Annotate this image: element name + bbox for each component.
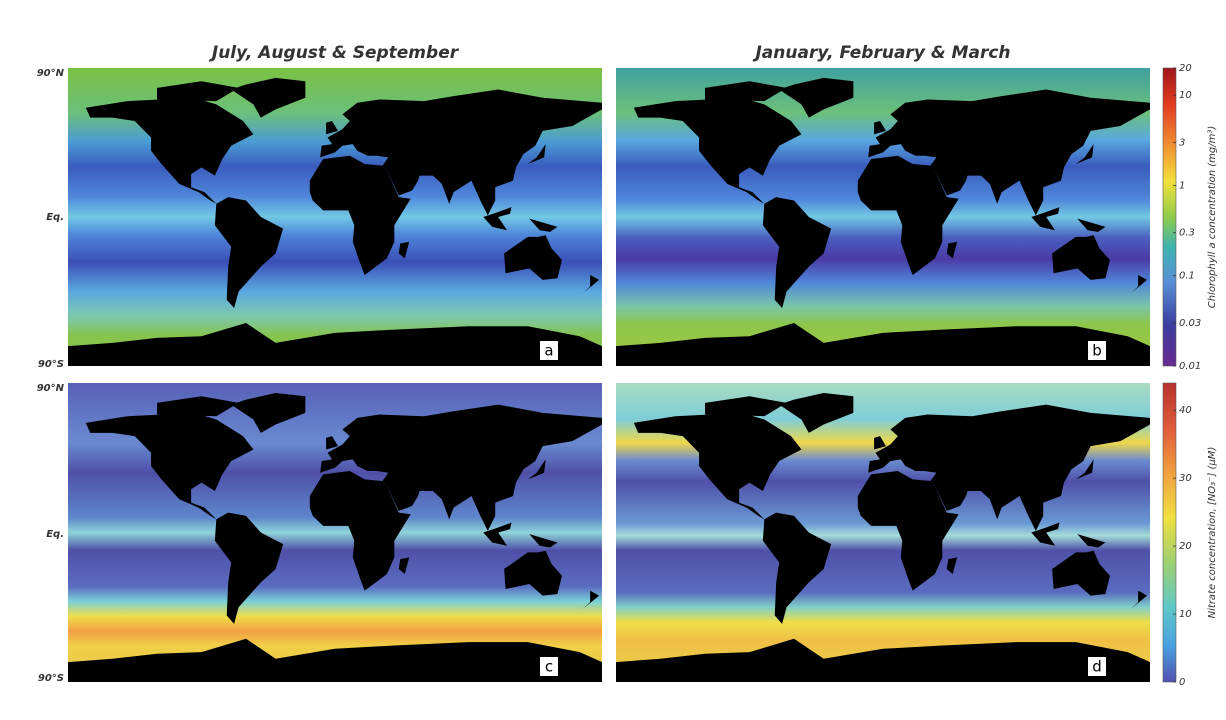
colorbar-tick-label: 30 <box>1179 473 1192 484</box>
map <box>68 383 602 682</box>
colorbar-tick-label: 0.03 <box>1179 318 1201 329</box>
colorbar-label: Chlorophyll a concentration (mg/m³) <box>1207 126 1218 309</box>
colorbar-tick-label: 10 <box>1179 90 1192 101</box>
column-title: January, February & March <box>752 43 1010 63</box>
colorbar <box>1162 382 1177 683</box>
colorbar-tick-label: 1 <box>1179 180 1185 191</box>
panel-letter: d <box>1092 658 1102 676</box>
map <box>616 68 1150 366</box>
panel-letter-box <box>540 657 558 676</box>
latitude-label: Eq. <box>46 529 64 540</box>
colorbar-label: Nitrate concentration, [NO₃⁻] (μM) <box>1207 447 1218 619</box>
map <box>616 383 1150 682</box>
colorbar-tick-label: 20 <box>1179 63 1192 74</box>
colorbar-tick-label: 20 <box>1179 541 1192 552</box>
panel-letter-box <box>540 341 558 360</box>
latitude-label: 90°N <box>37 383 65 394</box>
panel-letter: c <box>545 658 553 676</box>
colorbar-tick-label: 0 <box>1179 677 1185 688</box>
column-title: July, August & September <box>209 43 460 63</box>
colorbar-tick-label: 0.3 <box>1179 228 1195 239</box>
latitude-label: 90°N <box>37 68 65 79</box>
panel-letter-box <box>1088 341 1106 360</box>
colorbar-tick-label: 0.01 <box>1179 361 1201 372</box>
panel-letter-box <box>1088 657 1106 676</box>
colorbar-tick-label: 40 <box>1179 405 1192 416</box>
colorbar-tick-label: 0.1 <box>1179 271 1195 282</box>
latitude-label: 90°S <box>38 673 64 684</box>
latitude-label: Eq. <box>46 212 64 223</box>
map <box>68 68 602 366</box>
panel-letter: b <box>1092 342 1102 360</box>
colorbar <box>1162 67 1177 367</box>
latitude-label: 90°S <box>38 359 64 370</box>
colorbar-tick-label: 3 <box>1179 137 1185 148</box>
panel-letter: a <box>544 342 553 360</box>
colorbar-tick-label: 10 <box>1179 609 1192 620</box>
